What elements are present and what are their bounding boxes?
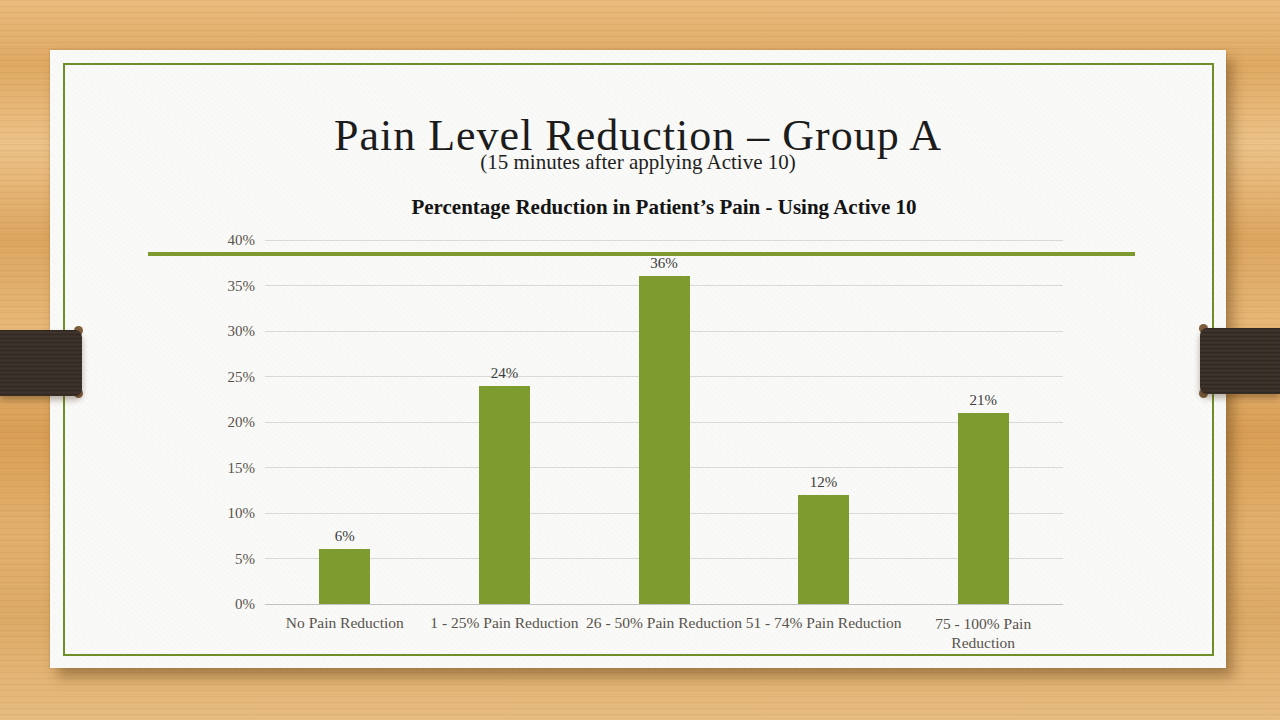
bar (958, 413, 1009, 604)
x-axis-label: 51 - 74% Pain Reduction (724, 614, 924, 632)
gridline (265, 240, 1063, 241)
y-axis-label: 35% (211, 277, 255, 295)
bar (319, 549, 370, 604)
slide-canvas: Pain Level Reduction – Group A (15 minut… (0, 0, 1280, 720)
bar-chart: 0%5%10%15%20%25%30%35%40%6%No Pain Reduc… (265, 240, 1063, 604)
bar-value-label: 36% (632, 254, 696, 272)
accent-divider-line (148, 252, 1135, 256)
bar-value-label: 24% (472, 364, 536, 382)
bar-value-label: 6% (313, 527, 377, 545)
y-axis-label: 30% (211, 322, 255, 340)
y-axis-label: 25% (211, 368, 255, 386)
slide-paper: Pain Level Reduction – Group A (15 minut… (50, 50, 1226, 668)
y-axis-label: 10% (211, 504, 255, 522)
slide-subtitle: (15 minutes after applying Active 10) (50, 150, 1226, 175)
y-axis-label: 40% (211, 231, 255, 249)
chart-title: Percentage Reduction in Patient’s Pain -… (265, 195, 1063, 220)
y-axis-label: 20% (211, 413, 255, 431)
bar (798, 495, 849, 604)
y-axis-label: 5% (211, 550, 255, 568)
bar-value-label: 12% (792, 473, 856, 491)
y-axis-label: 0% (211, 595, 255, 613)
x-axis-label: 75 - 100% Pain Reduction (923, 614, 1043, 653)
ribbon-left (0, 330, 82, 396)
bar (479, 386, 530, 604)
y-axis-label: 15% (211, 459, 255, 477)
ribbon-right (1200, 328, 1280, 394)
bar-value-label: 21% (951, 391, 1015, 409)
bar (639, 276, 690, 604)
